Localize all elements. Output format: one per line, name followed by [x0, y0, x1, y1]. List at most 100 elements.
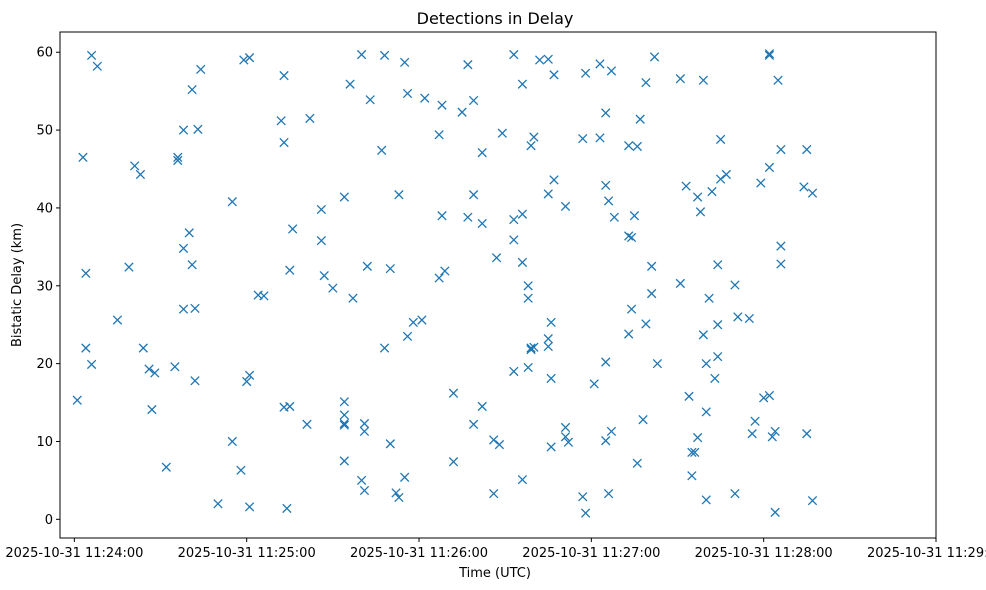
data-point: [477, 218, 487, 229]
data-point: [244, 53, 255, 63]
data-point: [178, 125, 189, 135]
data-point: [675, 278, 686, 289]
data-point: [359, 485, 370, 496]
data-point: [529, 342, 539, 352]
data-point: [244, 502, 255, 512]
data-point: [549, 175, 559, 185]
data-point: [543, 341, 553, 352]
data-point: [773, 75, 783, 85]
data-point: [497, 128, 507, 138]
data-point: [807, 495, 818, 506]
data-point: [170, 362, 180, 372]
data-point: [523, 362, 533, 373]
data-point: [750, 416, 760, 426]
data-point: [489, 488, 499, 499]
data-point: [420, 93, 430, 103]
data-point: [339, 420, 350, 430]
data-point: [560, 422, 571, 433]
data-point: [523, 293, 533, 303]
data-point: [764, 49, 775, 59]
data-point: [807, 188, 818, 198]
data-point: [489, 435, 499, 445]
data-point: [799, 182, 809, 192]
data-point: [517, 209, 528, 219]
data-point: [652, 358, 663, 369]
data-point: [509, 214, 519, 225]
data-point: [764, 50, 775, 61]
data-point: [468, 95, 479, 106]
data-point: [546, 373, 556, 384]
data-point: [560, 201, 571, 212]
plot-frame: [59, 31, 937, 539]
data-point: [638, 415, 648, 425]
data-point: [580, 68, 591, 78]
data-point: [534, 55, 545, 65]
data-point: [601, 108, 611, 118]
data-point: [348, 293, 358, 303]
data-point: [112, 315, 123, 325]
data-point: [543, 54, 553, 64]
data-point: [601, 436, 611, 446]
data-point: [285, 401, 295, 412]
data-point: [391, 488, 401, 498]
data-point: [509, 366, 519, 377]
data-point: [379, 343, 390, 353]
data-point: [692, 432, 703, 443]
data-point: [690, 447, 700, 458]
data-point: [86, 359, 97, 370]
data-point: [523, 281, 533, 291]
data-point: [356, 49, 367, 60]
data-point: [715, 134, 726, 145]
data-point: [517, 257, 528, 268]
data-point: [394, 492, 404, 503]
data-point: [715, 174, 726, 184]
data-point: [365, 95, 375, 105]
data-point: [744, 313, 754, 324]
data-point: [448, 457, 459, 467]
y-tick-label: 50: [36, 124, 53, 139]
data-point: [546, 317, 556, 328]
data-point: [546, 442, 556, 452]
data-point: [707, 186, 717, 197]
data-point: [399, 472, 410, 482]
x-axis: 2025-10-31 11:24:00 2025-10-31 11:25:00 20…: [5, 538, 986, 561]
data-point: [580, 508, 591, 518]
data-point: [635, 114, 645, 124]
data-point: [440, 266, 450, 276]
data-point: [578, 492, 588, 502]
data-point: [624, 140, 634, 151]
data-point: [563, 437, 574, 447]
data-point: [178, 304, 189, 314]
data-point: [161, 462, 171, 472]
data-point: [626, 232, 637, 243]
data-point: [448, 388, 459, 398]
data-point: [135, 169, 146, 180]
data-point: [399, 57, 410, 68]
data-point: [213, 499, 223, 509]
x-tick-label: 2025-10-31 11:29:00: [867, 546, 986, 561]
data-point: [408, 317, 418, 328]
data-point: [764, 390, 775, 401]
data-point: [305, 113, 315, 124]
data-point: [624, 329, 634, 339]
data-point: [339, 192, 350, 202]
data-point: [81, 268, 91, 278]
data-point: [626, 304, 637, 314]
data-point: [279, 70, 289, 81]
data-point: [776, 144, 786, 155]
data-point: [72, 395, 82, 405]
data-point: [767, 432, 777, 442]
data-point: [339, 397, 350, 407]
data-point: [509, 49, 519, 60]
data-point: [698, 330, 709, 340]
data-point: [150, 368, 160, 378]
data-point: [379, 50, 390, 61]
data-point: [603, 488, 614, 499]
data-point: [578, 133, 588, 144]
data-point: [434, 130, 444, 140]
y-tick-label: 10: [36, 435, 53, 450]
data-point: [491, 253, 502, 263]
data-point: [402, 331, 413, 342]
data-point: [675, 74, 686, 84]
